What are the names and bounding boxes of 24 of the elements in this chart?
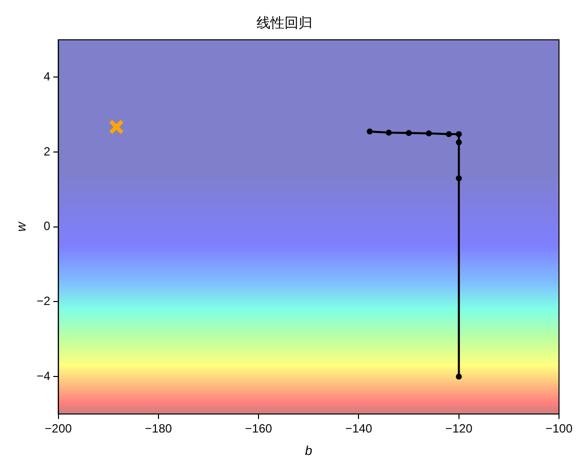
- y-tick-label: −4: [36, 368, 51, 383]
- chart-title: 线性回归: [256, 14, 312, 30]
- point: [446, 131, 452, 138]
- point: [108, 119, 124, 135]
- point: [426, 130, 432, 136]
- point: [406, 130, 412, 136]
- y-tick-label: 2: [44, 144, 51, 158]
- y-tick-label: 0: [44, 219, 51, 234]
- point: [366, 128, 373, 134]
- x-tick-label: −200: [44, 422, 72, 436]
- x-tick-label: −180: [144, 422, 172, 436]
- x-axis-title: b: [305, 442, 312, 458]
- point: [456, 131, 462, 138]
- y-axis-title: w: [13, 220, 28, 232]
- point: [386, 130, 392, 136]
- point: [456, 139, 462, 146]
- x-tick-label: −160: [245, 422, 272, 436]
- y-tick-label: 4: [44, 70, 51, 84]
- x-tick-label: −140: [345, 422, 373, 436]
- y-tick-label: −2: [36, 294, 51, 308]
- x-tick-label: −100: [545, 422, 573, 436]
- point: [456, 374, 462, 380]
- point: [456, 175, 462, 182]
- x-tick-label: −120: [445, 422, 473, 436]
